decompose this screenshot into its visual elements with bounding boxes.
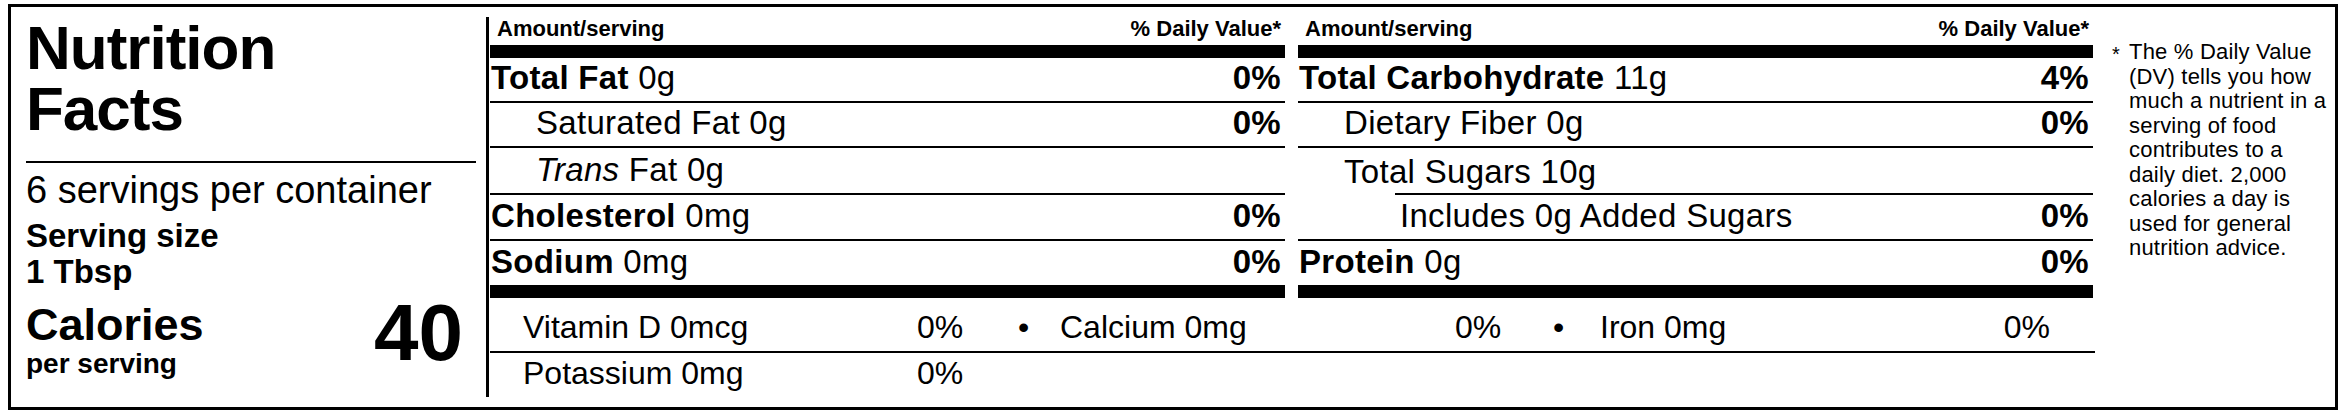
nutrient-name-bold: Total Fat: [491, 59, 629, 96]
footnote-text: The % Daily Value (DV) tells you how muc…: [2112, 40, 2328, 261]
bullet-separator: •: [1018, 307, 1029, 347]
micronutrient-vitamin-d: Vitamin D 0mcg: [523, 307, 748, 347]
nutrient-row-total-carbohydrate: Total Carbohydrate 11g 4%: [1298, 58, 2093, 103]
thick-bar: [1298, 45, 2093, 58]
nutrient-dv: 0%: [1233, 197, 1281, 235]
label-title-line1: Nutrition: [26, 17, 275, 78]
title-divider: [26, 161, 476, 163]
nutrient-amount: Total Sugars 10g: [1344, 153, 1596, 190]
nutrient-amount: 11g: [1605, 59, 1668, 96]
nutrient-dv: 0%: [1233, 104, 1281, 142]
nutrition-facts-label: Nutrition Facts 6 servings per container…: [8, 4, 2338, 410]
nutrient-name: Saturated Fat 0g: [536, 104, 787, 142]
nutrient-row-cholesterol: Cholesterol 0mg 0%: [490, 195, 1285, 241]
thick-bar: [1298, 285, 2093, 298]
column1-header-dv: % Daily Value*: [1131, 16, 1281, 42]
nutrient-amount: Includes 0g Added Sugars: [1400, 197, 1792, 234]
daily-value-footnote: * The % Daily Value (DV) tells you how m…: [2112, 40, 2328, 261]
micronutrient-calcium-dv: 0%: [1455, 307, 1501, 347]
column1-rows: Total Fat 0g 0% Saturated Fat 0g 0% Tran…: [490, 58, 1285, 285]
column2-header-dv: % Daily Value*: [1939, 16, 2089, 42]
nutrient-amount: Saturated Fat 0g: [536, 104, 787, 141]
column1-header-amount: Amount/serving: [497, 16, 664, 42]
nutrient-name: Protein 0g: [1299, 243, 1462, 281]
nutrient-name-bold: Sodium: [491, 243, 614, 280]
footnote-asterisk: *: [2112, 42, 2120, 67]
calories-label: Calories: [26, 299, 204, 351]
nutrient-amount: Fat 0g: [619, 151, 724, 188]
nutrient-name: Cholesterol 0mg: [491, 197, 750, 235]
thick-bar: [490, 285, 1285, 298]
nutrient-amount: 0g: [629, 59, 676, 96]
nutrient-name: Sodium 0mg: [491, 243, 688, 281]
serving-size-label: Serving size: [26, 217, 219, 255]
nutrient-name: Total Carbohydrate 11g: [1299, 59, 1667, 97]
nutrient-dv: 0%: [2041, 104, 2089, 142]
panel-divider: [486, 17, 489, 397]
nutrient-name: Trans Fat 0g: [536, 151, 724, 189]
nutrient-name-bold: Cholesterol: [491, 197, 676, 234]
micronutrients: Vitamin D 0mcg 0% • Calcium 0mg 0% • Iro…: [490, 305, 2095, 393]
nutrient-row-trans-fat: Trans Fat 0g: [490, 148, 1285, 195]
nutrient-row-total-fat: Total Fat 0g 0%: [490, 58, 1285, 103]
nutrient-amount: 0mg: [614, 243, 689, 280]
nutrient-name-italic: Trans: [536, 151, 619, 188]
nutrient-row-sodium: Sodium 0mg 0%: [490, 241, 1285, 285]
servings-per-container: 6 servings per container: [26, 169, 432, 212]
nutrient-row-dietary-fiber: Dietary Fiber 0g 0%: [1298, 103, 2093, 148]
column2-header: Amount/serving % Daily Value*: [1298, 16, 2093, 42]
nutrient-dv: 0%: [2041, 243, 2089, 281]
nutrient-row-saturated-fat: Saturated Fat 0g 0%: [490, 103, 1285, 148]
micronutrient-potassium-dv: 0%: [917, 353, 963, 393]
micronutrients-line2: Potassium 0mg 0%: [490, 353, 2095, 393]
nutrient-dv: 0%: [1233, 243, 1281, 281]
serving-size-value: 1 Tbsp: [26, 253, 132, 291]
micronutrient-iron: Iron 0mg: [1600, 307, 1726, 347]
nutrient-column-1: Amount/serving % Daily Value* Total Fat …: [490, 14, 1285, 312]
calories-sublabel: per serving: [26, 348, 177, 380]
micronutrient-vitamin-d-dv: 0%: [917, 307, 963, 347]
nutrient-name: Dietary Fiber 0g: [1344, 104, 1584, 142]
nutrient-name: Total Fat 0g: [491, 59, 676, 97]
column2-header-amount: Amount/serving: [1305, 16, 1472, 42]
nutrient-dv: 0%: [1233, 59, 1281, 97]
nutrition-facts-screenshot: Nutrition Facts 6 servings per container…: [0, 0, 2346, 417]
column1-header: Amount/serving % Daily Value*: [490, 16, 1285, 42]
label-title: Nutrition Facts: [26, 17, 275, 139]
nutrient-name-bold: Total Carbohydrate: [1299, 59, 1605, 96]
label-title-line2: Facts: [26, 78, 275, 139]
calories-value: 40: [323, 293, 463, 373]
nutrient-amount: 0g: [1415, 243, 1462, 280]
micronutrient-potassium: Potassium 0mg: [523, 353, 744, 393]
nutrient-row-added-sugars: Includes 0g Added Sugars 0%: [1298, 195, 2093, 241]
thick-bar: [490, 45, 1285, 58]
nutrient-amount: Dietary Fiber 0g: [1344, 104, 1584, 141]
nutrient-amount: 0mg: [676, 197, 751, 234]
nutrient-name-bold: Protein: [1299, 243, 1415, 280]
micronutrients-line1: Vitamin D 0mcg 0% • Calcium 0mg 0% • Iro…: [490, 305, 2095, 353]
nutrient-dv: 4%: [2041, 59, 2089, 97]
nutrient-dv: 0%: [2041, 197, 2089, 235]
bullet-separator: •: [1553, 307, 1564, 347]
column2-rows: Total Carbohydrate 11g 4% Dietary Fiber …: [1298, 58, 2093, 285]
micronutrient-calcium: Calcium 0mg: [1060, 307, 1247, 347]
nutrient-name: Total Sugars 10g: [1344, 153, 1596, 191]
nutrient-name: Includes 0g Added Sugars: [1400, 197, 1792, 235]
micronutrient-iron-dv: 0%: [1980, 307, 2050, 347]
nutrient-column-2: Amount/serving % Daily Value* Total Carb…: [1298, 14, 2093, 312]
added-sugars-rule: [1395, 193, 2093, 195]
nutrient-row-total-sugars: Total Sugars 10g: [1298, 148, 2093, 195]
nutrient-row-protein: Protein 0g 0%: [1298, 241, 2093, 285]
